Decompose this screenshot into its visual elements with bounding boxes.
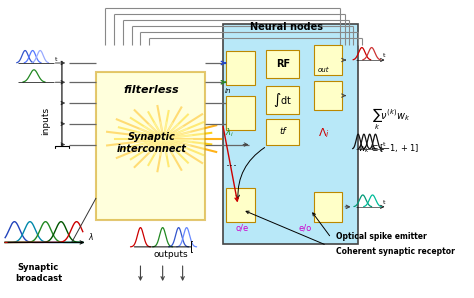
FancyBboxPatch shape: [313, 45, 342, 75]
Text: Synaptic
broadcast: Synaptic broadcast: [15, 263, 62, 283]
Text: tf: tf: [279, 128, 286, 136]
FancyBboxPatch shape: [266, 50, 299, 78]
Text: ...: ...: [226, 156, 237, 169]
Text: outputs: outputs: [154, 250, 188, 259]
Text: o/e: o/e: [236, 223, 249, 232]
FancyBboxPatch shape: [266, 119, 299, 145]
Text: t: t: [383, 200, 386, 205]
Text: inputs: inputs: [41, 107, 50, 135]
Text: t: t: [383, 53, 386, 58]
Text: Synaptic
interconnect: Synaptic interconnect: [117, 132, 186, 154]
FancyBboxPatch shape: [313, 192, 342, 222]
FancyBboxPatch shape: [266, 86, 299, 114]
Text: t: t: [55, 57, 57, 62]
Text: Coherent synaptic receptor: Coherent synaptic receptor: [336, 247, 455, 256]
Text: $\int$dt: $\int$dt: [273, 91, 292, 109]
Text: out: out: [318, 67, 329, 73]
Text: $\Lambda_i$: $\Lambda_i$: [318, 126, 330, 139]
Bar: [96, 72, 205, 220]
Text: t: t: [383, 142, 386, 147]
Text: $\lambda_i$: $\lambda_i$: [225, 126, 234, 139]
Text: in: in: [225, 88, 231, 94]
Text: Optical spike emitter: Optical spike emitter: [336, 232, 427, 241]
Text: $\sum_k \nu^{(k)} w_k$: $\sum_k \nu^{(k)} w_k$: [372, 107, 410, 132]
FancyBboxPatch shape: [313, 81, 342, 111]
FancyBboxPatch shape: [226, 96, 255, 130]
FancyBboxPatch shape: [226, 187, 255, 222]
FancyBboxPatch shape: [226, 51, 255, 85]
Text: $w_k \in [-1, +1]$: $w_k \in [-1, +1]$: [358, 143, 419, 155]
Text: Neural nodes: Neural nodes: [250, 22, 323, 32]
Text: e/o: e/o: [298, 223, 311, 232]
Text: filterless: filterless: [124, 85, 179, 95]
Text: RF: RF: [275, 59, 290, 69]
Bar: [223, 24, 358, 244]
Text: $\lambda$: $\lambda$: [88, 231, 94, 242]
